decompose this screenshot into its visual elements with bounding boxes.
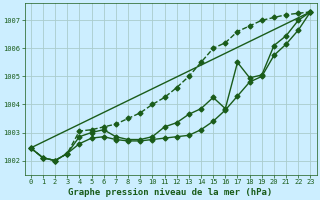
X-axis label: Graphe pression niveau de la mer (hPa): Graphe pression niveau de la mer (hPa) <box>68 188 273 197</box>
